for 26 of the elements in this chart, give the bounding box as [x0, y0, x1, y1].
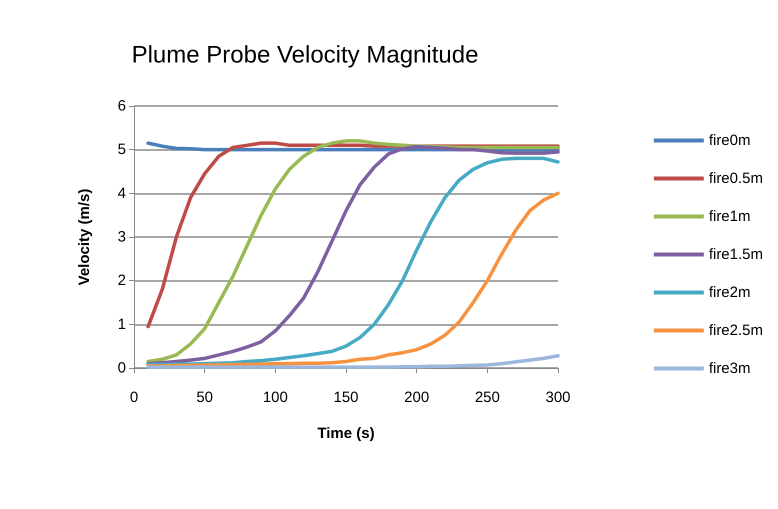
- x-tick-label: 0: [130, 389, 138, 406]
- legend-label: fire1.5m: [708, 246, 764, 263]
- legend-label: fire0.5m: [708, 170, 764, 187]
- legend-label: fire3m: [708, 360, 751, 377]
- x-tick-label: 300: [545, 389, 571, 406]
- chart-title: Plume Probe Velocity Magnitude: [132, 42, 478, 68]
- y-tick-label: 5: [118, 141, 126, 158]
- line-series: [146, 354, 560, 369]
- legend-label: fire2m: [708, 284, 751, 301]
- x-tick-label: 250: [474, 389, 500, 406]
- x-axis-title: Time (s): [317, 425, 375, 442]
- y-tick-label: 4: [118, 184, 126, 202]
- y-tick-label: 2: [118, 272, 126, 290]
- x-tick-label: 150: [333, 389, 359, 406]
- y-tick-label: 6: [118, 98, 126, 114]
- legend-label: fire1m: [708, 208, 751, 225]
- line-series: [146, 192, 560, 368]
- y-tick-label: 0: [118, 360, 126, 376]
- x-tick-label: 200: [404, 389, 430, 406]
- x-tick-label: 100: [262, 389, 288, 406]
- legend-label: fire0m: [708, 132, 751, 149]
- x-tick-label: 50: [196, 389, 214, 406]
- y-tick-label: 1: [118, 316, 126, 333]
- y-tick-label: 3: [118, 228, 126, 246]
- legend-label: fire2.5m: [708, 322, 764, 339]
- y-axis-title: Velocity (m/s): [76, 188, 93, 286]
